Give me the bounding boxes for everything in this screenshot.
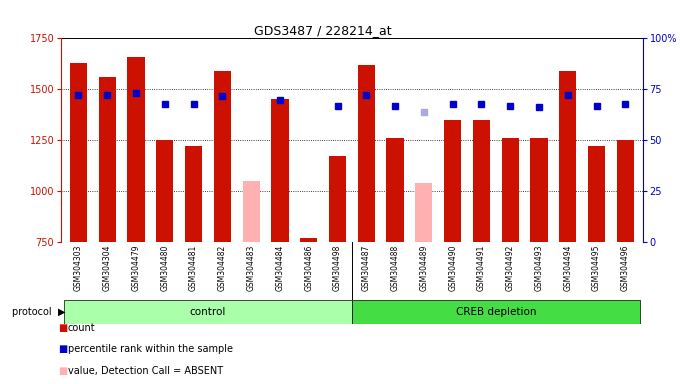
Text: GSM304490: GSM304490 xyxy=(448,245,457,291)
Text: GSM304498: GSM304498 xyxy=(333,245,342,291)
Bar xyxy=(214,71,231,242)
Text: GSM304487: GSM304487 xyxy=(362,245,371,291)
Text: ■: ■ xyxy=(58,323,67,333)
Text: GSM304479: GSM304479 xyxy=(131,245,141,291)
Bar xyxy=(559,71,577,242)
Text: ■: ■ xyxy=(58,366,67,376)
Text: GSM304496: GSM304496 xyxy=(621,245,630,291)
Text: GSM304304: GSM304304 xyxy=(103,245,112,291)
Bar xyxy=(358,65,375,242)
Text: GSM304303: GSM304303 xyxy=(74,245,83,291)
Text: count: count xyxy=(68,323,96,333)
Text: ■: ■ xyxy=(58,344,67,354)
Bar xyxy=(386,138,404,242)
Bar xyxy=(70,63,87,242)
Text: GSM304493: GSM304493 xyxy=(534,245,543,291)
Bar xyxy=(473,120,490,242)
Text: protocol: protocol xyxy=(12,307,54,317)
Bar xyxy=(243,181,260,242)
Text: GSM304484: GSM304484 xyxy=(275,245,284,291)
Bar xyxy=(156,140,173,242)
Bar xyxy=(588,146,605,242)
Text: CREB depletion: CREB depletion xyxy=(456,307,536,317)
Text: GSM304492: GSM304492 xyxy=(506,245,515,291)
Text: GSM304495: GSM304495 xyxy=(592,245,601,291)
Bar xyxy=(64,300,352,324)
Bar xyxy=(127,57,145,242)
Text: GSM304483: GSM304483 xyxy=(247,245,256,291)
Bar xyxy=(271,99,288,242)
Bar xyxy=(99,77,116,242)
Bar xyxy=(617,140,634,242)
Bar xyxy=(185,146,202,242)
Text: GSM304482: GSM304482 xyxy=(218,245,227,291)
Bar xyxy=(444,120,461,242)
Bar xyxy=(502,138,519,242)
Text: GSM304481: GSM304481 xyxy=(189,245,198,291)
Bar xyxy=(329,156,346,242)
Title: GDS3487 / 228214_at: GDS3487 / 228214_at xyxy=(254,24,392,37)
Text: percentile rank within the sample: percentile rank within the sample xyxy=(68,344,233,354)
Text: GSM304488: GSM304488 xyxy=(390,245,400,291)
Text: control: control xyxy=(190,307,226,317)
Text: ▶: ▶ xyxy=(58,307,65,317)
Text: GSM304486: GSM304486 xyxy=(304,245,313,291)
Bar xyxy=(352,300,640,324)
Text: value, Detection Call = ABSENT: value, Detection Call = ABSENT xyxy=(68,366,223,376)
Bar xyxy=(530,138,547,242)
Bar xyxy=(415,183,432,242)
Text: GSM304489: GSM304489 xyxy=(420,245,428,291)
Text: GSM304494: GSM304494 xyxy=(563,245,573,291)
Text: GSM304480: GSM304480 xyxy=(160,245,169,291)
Bar xyxy=(300,238,318,242)
Text: GSM304491: GSM304491 xyxy=(477,245,486,291)
